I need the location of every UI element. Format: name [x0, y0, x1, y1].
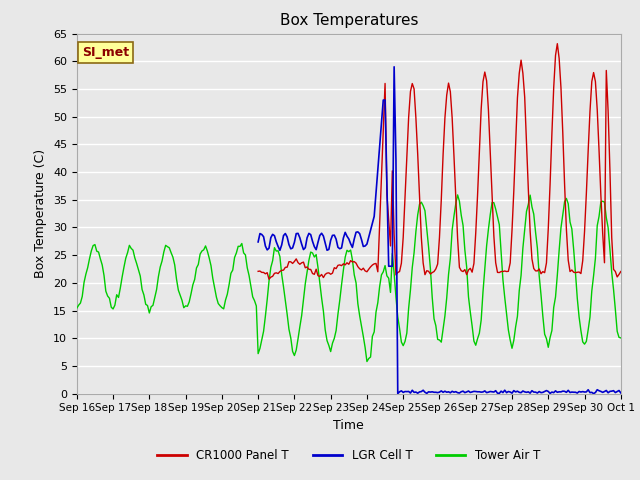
Title: Box Temperatures: Box Temperatures — [280, 13, 418, 28]
X-axis label: Time: Time — [333, 419, 364, 432]
Legend: CR1000 Panel T, LGR Cell T, Tower Air T: CR1000 Panel T, LGR Cell T, Tower Air T — [153, 444, 545, 467]
Text: SI_met: SI_met — [82, 46, 129, 59]
Y-axis label: Box Temperature (C): Box Temperature (C) — [35, 149, 47, 278]
